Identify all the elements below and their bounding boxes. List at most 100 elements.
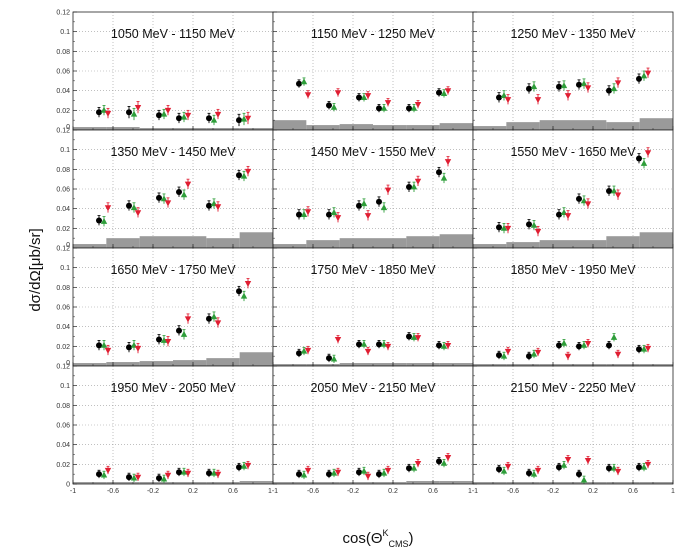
- black-circle-point: [96, 342, 102, 349]
- red-triangle-down-point: [104, 205, 112, 212]
- black-circle-point: [176, 188, 182, 195]
- black-circle-point: [406, 465, 412, 472]
- systematic-bar: [106, 362, 140, 366]
- green-triangle-up-point: [640, 72, 648, 79]
- black-circle-point: [526, 353, 532, 360]
- black-circle-point: [556, 83, 562, 90]
- black-circle-point: [236, 288, 242, 295]
- red-triangle-down-point: [334, 469, 342, 476]
- black-circle-point: [356, 469, 362, 476]
- y-tick-label: 0.1: [60, 383, 70, 390]
- y-tick-label: 0.06: [56, 305, 70, 312]
- red-triangle-down-point: [564, 213, 572, 220]
- black-circle-point: [556, 464, 562, 471]
- green-triangle-up-point: [560, 339, 568, 346]
- black-circle-point: [156, 112, 162, 119]
- panel-title: 1450 MeV - 1550 MeV: [310, 145, 436, 159]
- red-triangle-down-point: [384, 467, 392, 474]
- black-circle-point: [296, 350, 302, 357]
- red-triangle-down-point: [214, 204, 222, 211]
- black-circle-point: [356, 341, 362, 348]
- systematic-bar: [506, 122, 540, 130]
- panel-7: 0 0.02 0.04 0.06 0.08 0.1 0.12 1650 MeV - 1750 …: [56, 246, 274, 367]
- systematic-bar: [206, 482, 240, 484]
- green-triangle-up-point: [380, 204, 388, 211]
- x-tick-label: 0.6: [228, 488, 238, 495]
- x-tick-label: 1-1: [268, 488, 278, 495]
- y-tick-label: 0.08: [56, 403, 70, 410]
- black-circle-point: [176, 327, 182, 334]
- systematic-bar: [239, 232, 273, 248]
- red-triangle-down-point: [134, 474, 142, 481]
- red-triangle-down-point: [244, 462, 252, 469]
- systematic-bar: [639, 232, 673, 248]
- green-triangle-up-point: [580, 80, 588, 87]
- systematic-bar: [406, 236, 440, 248]
- red-triangle-down-point: [164, 472, 172, 479]
- green-triangle-up-point: [160, 195, 168, 202]
- systematic-bar: [506, 482, 540, 484]
- black-circle-point: [126, 474, 132, 481]
- panel-title: 1250 MeV - 1350 MeV: [510, 27, 636, 41]
- panel-title: 2150 MeV - 2250 MeV: [510, 381, 636, 395]
- green-triangle-up-point: [300, 78, 308, 85]
- black-circle-point: [406, 184, 412, 191]
- green-triangle-up-point: [410, 333, 418, 340]
- black-circle-point: [636, 464, 642, 471]
- panel-title: 1350 MeV - 1450 MeV: [110, 145, 236, 159]
- green-triangle-up-point: [380, 469, 388, 476]
- systematic-bar: [173, 482, 207, 484]
- systematic-bar: [439, 234, 473, 248]
- systematic-bar: [306, 364, 340, 366]
- systematic-bar: [339, 124, 373, 130]
- red-triangle-down-point: [244, 281, 252, 287]
- systematic-bar: [406, 125, 440, 130]
- green-triangle-up-point: [530, 83, 538, 90]
- systematic-bar: [439, 363, 473, 366]
- red-triangle-down-point: [614, 351, 622, 358]
- y-tick-label: 0.12: [56, 10, 70, 17]
- red-triangle-down-point: [444, 88, 452, 95]
- red-triangle-down-point: [104, 347, 112, 354]
- red-triangle-down-point: [614, 192, 622, 199]
- y-tick-label: 0.02: [56, 344, 70, 351]
- x-tick-label: -0.2: [547, 488, 559, 495]
- red-triangle-down-point: [534, 467, 542, 474]
- panel-5: 1450 MeV - 1550 MeV: [272, 129, 474, 249]
- red-triangle-down-point: [134, 104, 142, 111]
- systematic-bar: [406, 481, 440, 484]
- panel-title: 1050 MeV - 1150 MeV: [111, 27, 236, 41]
- panel-title: 1950 MeV - 2050 MeV: [110, 381, 236, 395]
- green-triangle-up-point: [560, 82, 568, 89]
- black-circle-point: [376, 105, 382, 112]
- green-triangle-up-point: [410, 104, 418, 111]
- red-triangle-down-point: [534, 97, 542, 104]
- panel-10: 0 0.02 0.04 0.06 0.08 0.1 0.12 1950 MeV - 2050 …: [56, 364, 274, 489]
- black-circle-point: [206, 470, 212, 477]
- green-triangle-up-point: [210, 116, 218, 123]
- red-triangle-down-point: [564, 457, 572, 464]
- green-triangle-up-point: [180, 330, 188, 337]
- black-circle-point: [636, 75, 642, 82]
- black-circle-point: [576, 195, 582, 202]
- black-circle-point: [556, 342, 562, 349]
- green-triangle-up-point: [360, 93, 368, 100]
- x-tick-label: -0.6: [107, 488, 119, 495]
- black-circle-point: [636, 155, 642, 162]
- systematic-bar: [573, 482, 607, 484]
- systematic-bar: [473, 364, 507, 366]
- green-triangle-up-point: [130, 204, 138, 211]
- systematic-bar: [406, 363, 440, 366]
- green-triangle-up-point: [210, 313, 218, 320]
- systematic-bar: [506, 364, 540, 366]
- green-triangle-up-point: [640, 159, 648, 166]
- red-triangle-down-point: [584, 340, 592, 347]
- red-triangle-down-point: [414, 102, 422, 109]
- systematic-bar: [139, 482, 173, 484]
- green-triangle-up-point: [610, 187, 618, 194]
- black-circle-point: [556, 211, 562, 218]
- x-tick-label: 0.6: [628, 488, 638, 495]
- red-triangle-down-point: [334, 337, 342, 344]
- green-triangle-up-point: [130, 474, 138, 481]
- systematic-bar: [606, 364, 640, 366]
